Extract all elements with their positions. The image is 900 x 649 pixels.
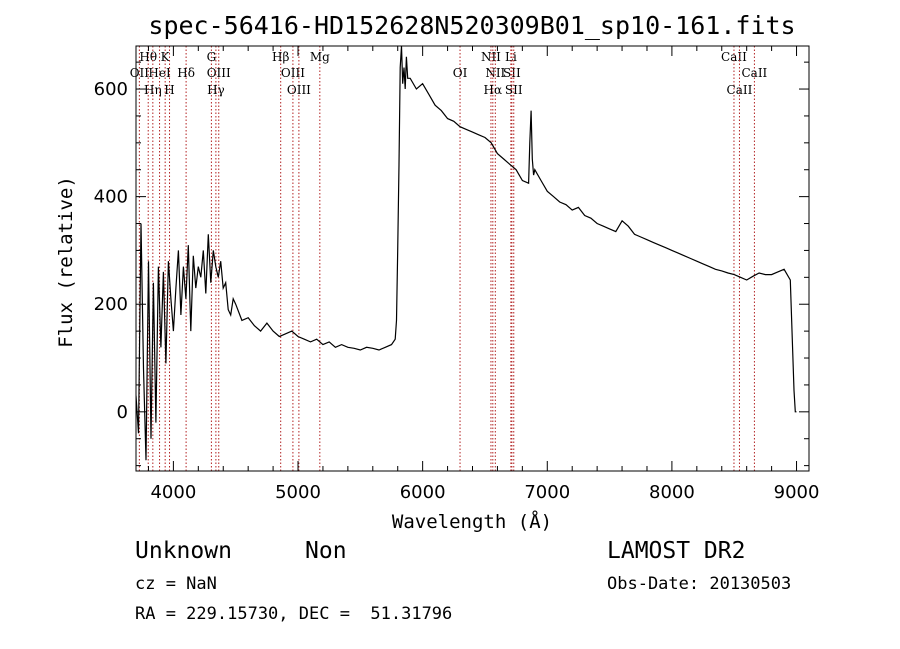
line-marker-label: SII [505,83,523,97]
line-marker-label: CaII [727,83,753,97]
object-subclass: Non [305,538,347,564]
x-tick-label: 5000 [275,482,321,503]
plot-frame [135,45,810,472]
y-tick-label: 400 [94,187,128,208]
line-marker-label: CaII [721,50,747,64]
line-marker-label: SII [503,66,521,80]
line-marker-label: CaII [741,66,767,80]
line-marker-label: OIII [281,66,305,80]
chart-title: spec-56416-HD152628N520309B01_sp10-161.f… [148,11,795,40]
survey-name: LAMOST DR2 [607,538,746,564]
spectrum-line [136,46,797,461]
line-marker-label: Hη [144,83,162,97]
x-tick-label: 8000 [649,482,695,503]
line-marker-label: Hθ [139,50,157,64]
y-tick-label: 200 [94,294,128,315]
x-axis-label: Wavelength (Å) [392,510,552,533]
line-marker-label: Hδ [177,66,195,80]
line-markers: Hθ OII Hη HeI K HHδ G OIII Hγ Hβ OIII OIII Mg OI NII NI… [130,46,768,471]
obs-date: Obs-Date: 20130503 [607,574,792,594]
line-marker-label: K [161,50,171,64]
y-tick-label: 600 [94,79,128,100]
line-marker-label: NII [485,66,505,80]
line-marker-label: OII [130,66,150,80]
line-marker-label: OI [453,66,468,80]
object-class: Unknown [135,538,232,564]
y-tick-label: 0 [117,402,128,423]
x-tick-label: 7000 [524,482,570,503]
x-tick-label: 6000 [400,482,446,503]
line-marker-label: OIII [287,83,311,97]
line-marker-label: Mg [310,50,330,64]
line-marker-label: H [164,83,174,97]
x-tick-label: 4000 [150,482,196,503]
line-marker-label: Hα [484,83,503,97]
redshift-text: cz = NaN [135,574,217,594]
plot-area [136,46,797,461]
coordinates: RA = 229.15730, DEC = 51.31796 [135,604,453,624]
axes: 4000 5000 6000 7000 8000 9000 0 200 400 600 [94,45,820,503]
line-marker-label: HeI [148,66,171,80]
line-marker-label: Hγ [207,83,225,97]
line-marker-label: Hβ [272,50,289,64]
y-axis-label: Flux (relative) [55,176,77,348]
x-tick-label: 9000 [774,482,820,503]
line-marker-label: G [207,50,217,64]
line-marker-label: Li [505,50,517,64]
line-marker-label: NII [481,50,501,64]
line-marker-label: OIII [207,66,231,80]
